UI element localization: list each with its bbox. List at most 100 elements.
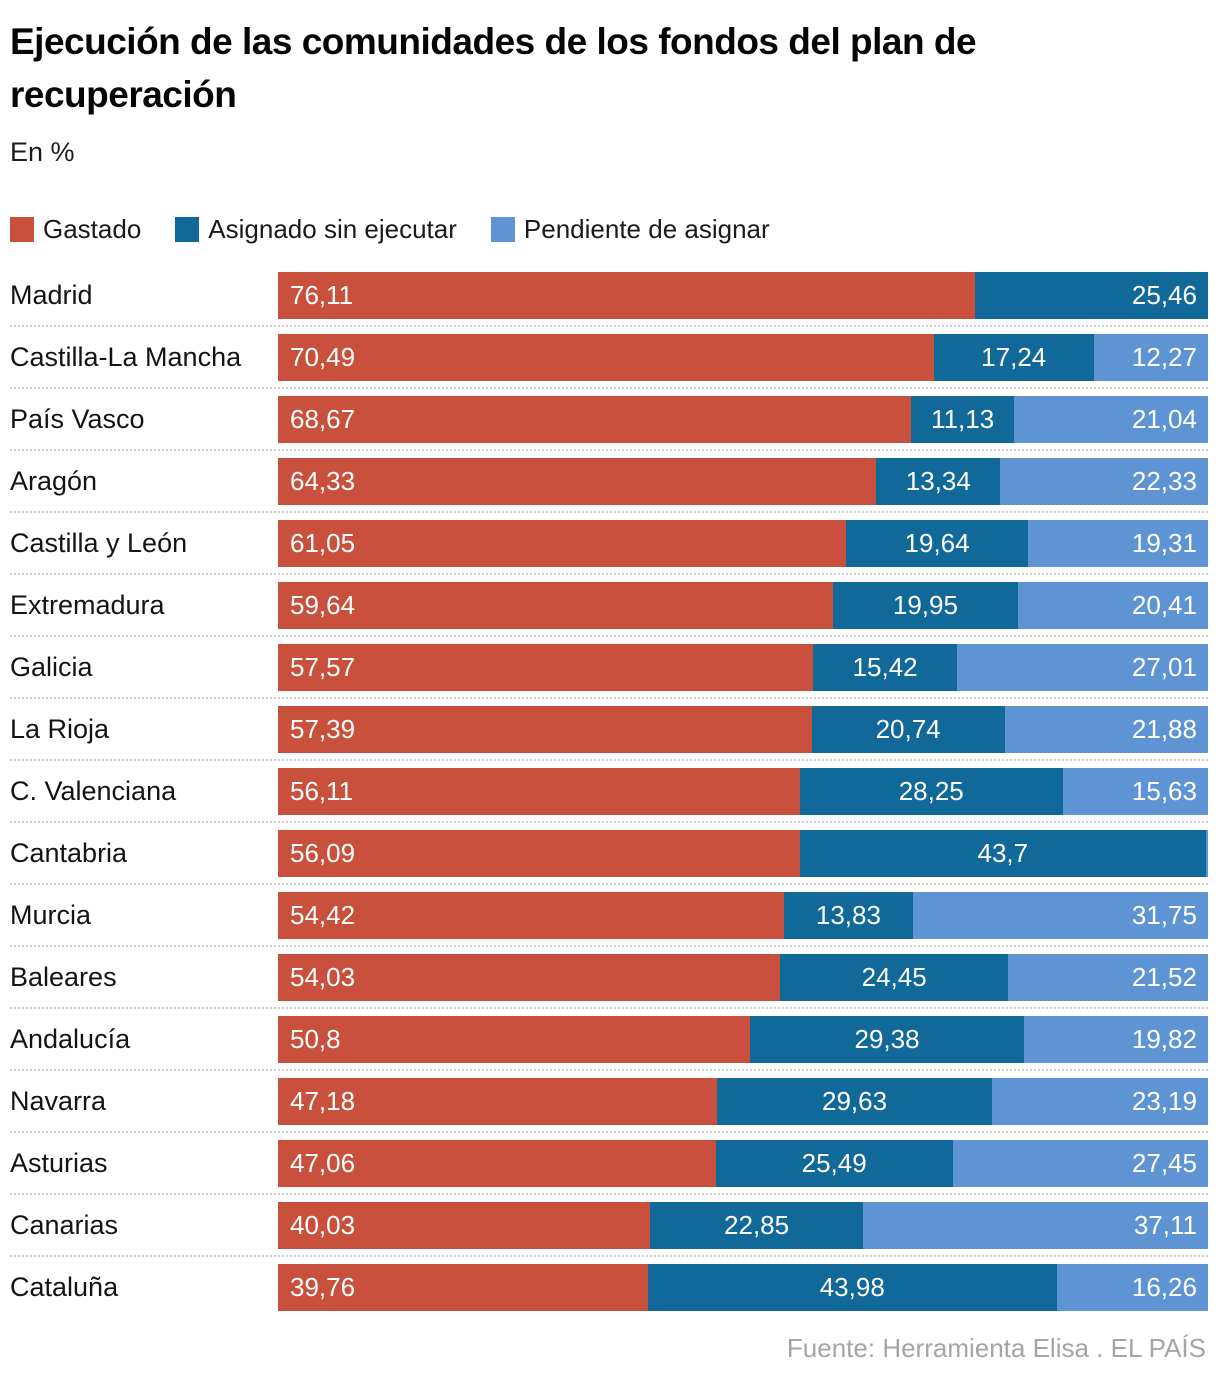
bar-segment-pendiente-de-asignar: 19,82	[1023, 1016, 1208, 1064]
chart-row: Cantabria 56,09 43,7	[10, 830, 1208, 878]
bar-value: 28,25	[898, 776, 964, 807]
bar-value: 23,19	[1131, 1086, 1197, 1117]
bar-value: 27,01	[1131, 652, 1197, 683]
row-label: Asturias	[10, 1148, 108, 1179]
bar-value: 54,42	[290, 900, 356, 931]
row-label: Castilla-La Mancha	[10, 342, 242, 373]
bar-segment-gastado: 47,18	[278, 1078, 717, 1126]
bar-value: 56,11	[290, 776, 354, 807]
bar-value: 16,26	[1131, 1272, 1197, 1303]
stacked-bar: 70,49 17,24 12,27	[278, 334, 1208, 382]
bar-segment-pendiente-de-asignar: 31,75	[912, 892, 1208, 940]
bar-segment-pendiente-de-asignar: 23,19	[992, 1078, 1208, 1126]
bar-value: 57,39	[290, 714, 356, 745]
bar-segment-asignado-sin-ejecutar: 25,49	[715, 1140, 953, 1188]
chart-row: C. Valenciana 56,11 28,25 15,63	[10, 768, 1208, 816]
bar-value: 37,11	[1133, 1210, 1197, 1241]
bar-segment-gastado: 39,76	[278, 1264, 648, 1312]
bar-segment-pendiente-de-asignar	[1206, 830, 1208, 878]
stacked-bar: 68,67 11,13 21,04	[278, 396, 1208, 444]
legend-label: Gastado	[43, 214, 142, 245]
bar-segment-pendiente-de-asignar: 22,33	[1000, 458, 1208, 506]
row-separator	[10, 573, 1208, 576]
chart-row: Navarra 47,18 29,63 23,19	[10, 1078, 1208, 1126]
chart-row: Aragón 64,33 13,34 22,33	[10, 458, 1208, 506]
bar-segment-gastado: 64,33	[278, 458, 877, 506]
bar-value: 19,82	[1131, 1024, 1197, 1055]
bar-segment-gastado: 47,06	[278, 1140, 716, 1188]
bar-segment-asignado-sin-ejecutar: 28,25	[799, 768, 1063, 816]
bar-value: 47,06	[290, 1148, 356, 1179]
bar-segment-gastado: 59,64	[278, 582, 833, 630]
bar-segment-asignado-sin-ejecutar: 20,74	[811, 706, 1005, 754]
row-separator	[10, 821, 1208, 824]
row-label: Castilla y León	[10, 528, 188, 559]
chart-row: País Vasco 68,67 11,13 21,04	[10, 396, 1208, 444]
bar-value: 43,7	[977, 838, 1029, 869]
bar-value: 25,49	[801, 1148, 867, 1179]
bar-value: 47,18	[290, 1086, 356, 1117]
bar-segment-pendiente-de-asignar: 12,27	[1093, 334, 1208, 382]
row-label: La Rioja	[10, 714, 110, 745]
chart-title: Ejecución de las comunidades de los fond…	[10, 21, 977, 115]
stacked-bar: 47,06 25,49 27,45	[278, 1140, 1208, 1188]
bar-segment-asignado-sin-ejecutar: 11,13	[911, 396, 1014, 444]
stacked-bar: 57,39 20,74 21,88	[278, 706, 1208, 754]
bar-segment-gastado: 56,09	[278, 830, 800, 878]
stacked-bar: 40,03 22,85 37,11	[278, 1202, 1208, 1250]
bar-value: 22,85	[724, 1210, 790, 1241]
bar-value: 59,64	[290, 590, 356, 621]
chart-row: Andalucía 50,8 29,38 19,82	[10, 1016, 1208, 1064]
chart-row: Baleares 54,03 24,45 21,52	[10, 954, 1208, 1002]
row-separator	[10, 1069, 1208, 1072]
bar-segment-gastado: 54,42	[278, 892, 785, 940]
bar-value: 43,98	[819, 1272, 885, 1303]
bar-segment-asignado-sin-ejecutar: 43,7	[799, 830, 1207, 878]
row-separator	[10, 1255, 1208, 1258]
bar-value: 24,45	[861, 962, 927, 993]
bar-segment-gastado: 54,03	[278, 954, 781, 1002]
bar-value: 19,95	[892, 590, 958, 621]
bar-segment-asignado-sin-ejecutar: 19,64	[845, 520, 1029, 568]
legend-label: Pendiente de asignar	[523, 214, 770, 245]
legend: Gastado Asignado sin ejecutar Pendiente de…	[10, 214, 1208, 245]
bar-value: 22,33	[1131, 466, 1197, 497]
bar-segment-asignado-sin-ejecutar: 29,63	[716, 1078, 993, 1126]
bar-value: 21,52	[1131, 962, 1197, 993]
bar-segment-asignado-sin-ejecutar: 43,98	[647, 1264, 1057, 1312]
bar-segment-pendiente-de-asignar: 21,52	[1007, 954, 1208, 1002]
row-separator	[10, 387, 1208, 390]
row-separator	[10, 449, 1208, 452]
bar-value: 64,33	[290, 466, 356, 497]
row-label: Cantabria	[10, 838, 128, 869]
row-label: Cataluña	[10, 1272, 119, 1303]
bar-segment-gastado: 57,39	[278, 706, 812, 754]
bar-value: 19,31	[1131, 528, 1197, 559]
bar-value: 70,49	[290, 342, 356, 373]
bar-value: 68,67	[290, 404, 356, 435]
chart-row: Castilla-La Mancha 70,49 17,24 12,27	[10, 334, 1208, 382]
stacked-bar: 64,33 13,34 22,33	[278, 458, 1208, 506]
bar-value: 12,27	[1131, 342, 1197, 373]
bar-value: 15,63	[1131, 776, 1197, 807]
bar-segment-gastado: 57,57	[278, 644, 814, 692]
bar-value: 13,83	[815, 900, 881, 931]
row-separator	[10, 1193, 1208, 1196]
chart-row: Cataluña 39,76 43,98 16,26	[10, 1264, 1208, 1312]
chart-row: Asturias 47,06 25,49 27,45	[10, 1140, 1208, 1188]
row-label: Andalucía	[10, 1024, 131, 1055]
legend-swatch-icon	[10, 217, 34, 243]
row-label: Murcia	[10, 900, 92, 931]
bar-value: 50,8	[290, 1024, 341, 1055]
bar-segment-gastado: 40,03	[278, 1202, 651, 1250]
row-separator	[10, 759, 1208, 762]
bar-segment-pendiente-de-asignar: 19,31	[1028, 520, 1208, 568]
row-separator	[10, 697, 1208, 700]
bar-value: 56,09	[290, 838, 356, 869]
row-separator	[10, 511, 1208, 514]
bar-value: 39,76	[290, 1272, 356, 1303]
legend-item: Gastado	[10, 214, 141, 245]
bar-value: 57,57	[290, 652, 356, 683]
bar-segment-asignado-sin-ejecutar: 13,34	[876, 458, 1001, 506]
